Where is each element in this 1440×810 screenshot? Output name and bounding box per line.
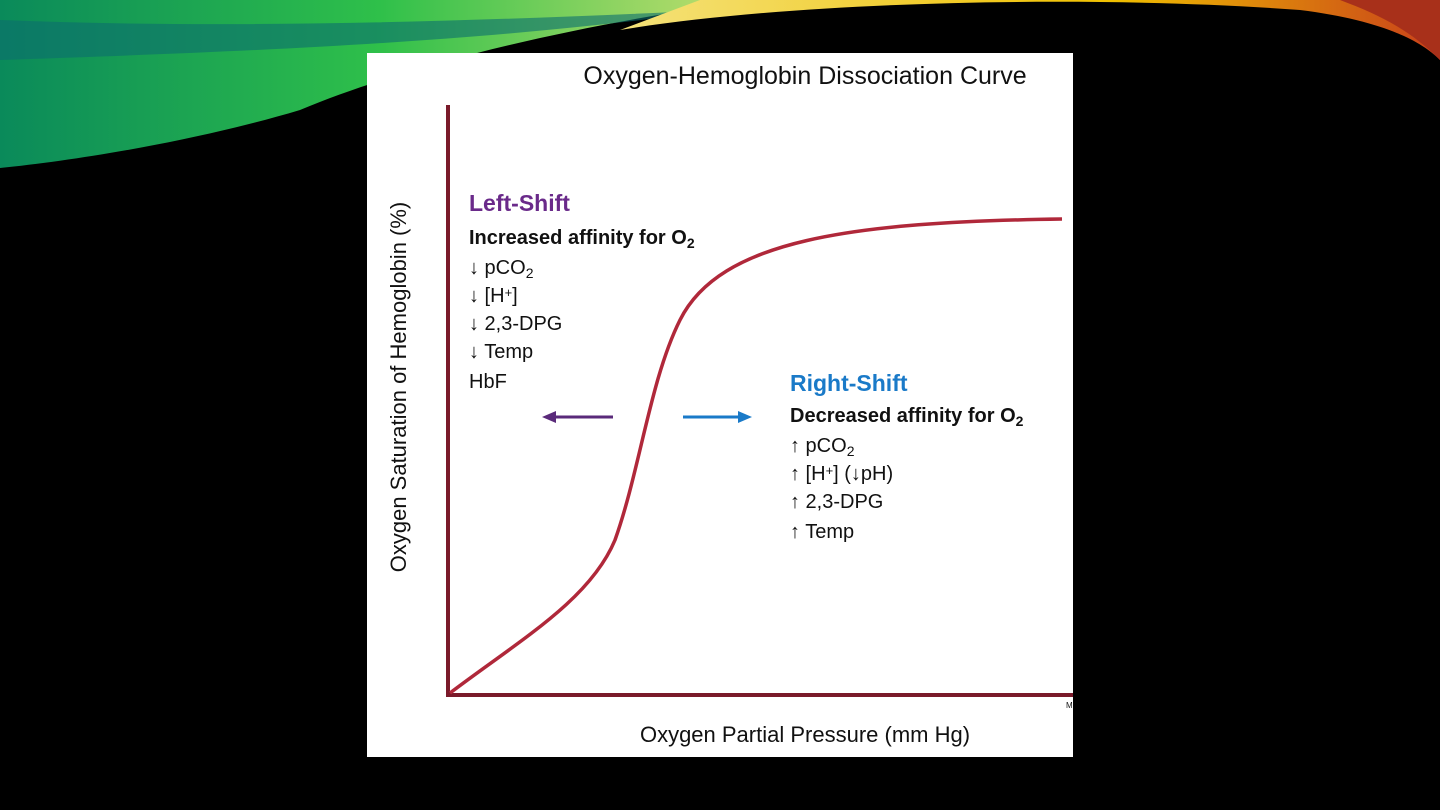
list-line: ↑ 2,3-DPG (790, 491, 883, 513)
list-line: Increased affinity for O2 (469, 227, 695, 251)
left-shift-list: Increased affinity for O2↓ pCO2↓ [H+]↓ 2… (469, 227, 695, 393)
list-line: ↓ 2,3-DPG (469, 313, 562, 335)
line-text: Decreased affinity for O (790, 405, 1016, 427)
list-line: ↑ [H+] (↓pH) (790, 463, 893, 485)
corner-mark: M (1066, 701, 1073, 710)
script-text: 2 (847, 443, 855, 459)
script-text: + (505, 285, 513, 300)
list-line: ↑ pCO2 (790, 435, 855, 459)
list-line: ↓ [H+] (469, 285, 518, 307)
decor-swoosh-red (1340, 0, 1440, 60)
script-text: 2 (1016, 413, 1024, 429)
list-line: Decreased affinity for O2 (790, 405, 1024, 429)
image-background (367, 53, 1073, 757)
line-text: ↑ 2,3-DPG (790, 491, 883, 513)
line-text: ↓ pCO (469, 257, 526, 279)
line-text: ↑ Temp (790, 521, 854, 543)
script-text: + (826, 463, 834, 478)
list-line: ↓ pCO2 (469, 257, 534, 281)
line-text: Increased affinity for O (469, 227, 687, 249)
line-text: ↑ [H (790, 463, 826, 485)
right-shift-heading: Right-Shift (790, 370, 908, 396)
left-shift-heading: Left-Shift (469, 190, 570, 216)
list-line: HbF (469, 371, 507, 393)
list-line: ↑ Temp (790, 521, 854, 543)
diagram-image: Oxygen-Hemoglobin Dissociation Curve Oxy… (367, 53, 1073, 757)
right-arrow-head (738, 411, 752, 423)
decor-swoosh-teal (0, 10, 720, 60)
line-text: ] (512, 285, 518, 307)
line-text: ] (↓pH) (833, 463, 893, 485)
line-text: ↑ pCO (790, 435, 847, 457)
list-line: ↓ Temp (469, 341, 533, 363)
script-text: 2 (687, 235, 695, 251)
line-text: ↓ 2,3-DPG (469, 313, 562, 335)
title: Oxygen-Hemoglobin Dissociation Curve (583, 62, 1026, 90)
right-shift-list: Decreased affinity for O2↑ pCO2↑ [H+] (↓… (790, 405, 1024, 543)
line-text: HbF (469, 371, 507, 393)
script-text: 2 (526, 265, 534, 281)
line-text: ↓ Temp (469, 341, 533, 363)
x-axis-label: Oxygen Partial Pressure (mm Hg) (640, 722, 970, 747)
dissociation-curve (448, 217, 1063, 695)
line-text: ↓ [H (469, 285, 505, 307)
y-axis-label: Oxygen Saturation of Hemoglobin (%) (386, 202, 411, 573)
left-arrow-head (542, 411, 556, 423)
